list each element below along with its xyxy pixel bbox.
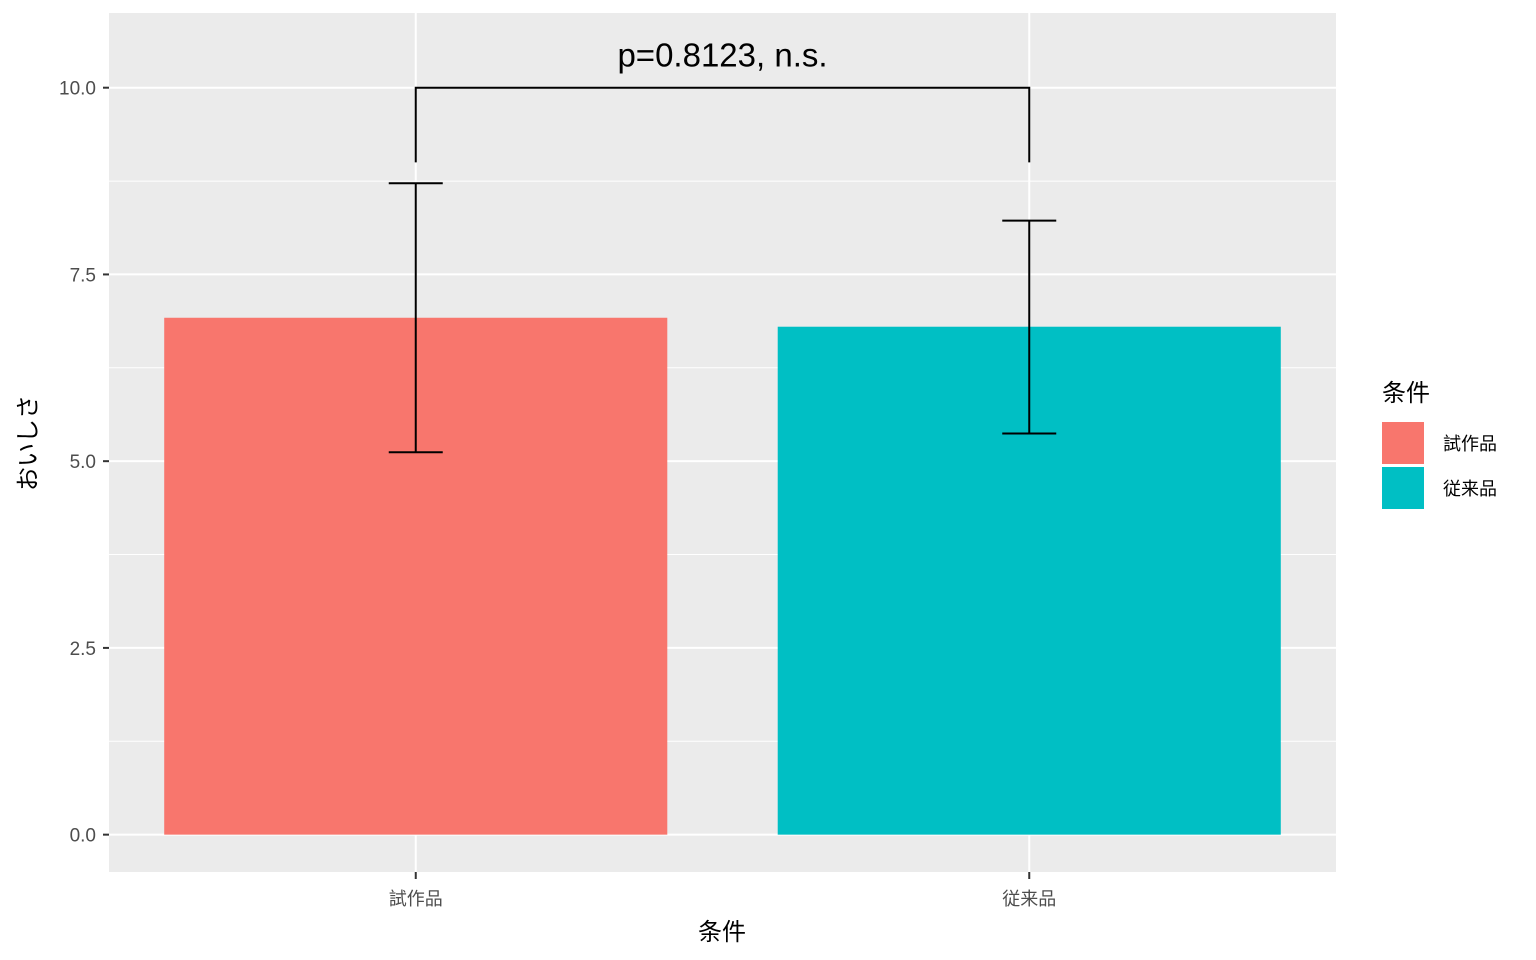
y-tick-label: 7.5 — [70, 265, 96, 286]
p-value-annotation: p=0.8123, n.s. — [617, 37, 827, 74]
legend-key-1 — [1382, 422, 1424, 464]
legend-label-1: 試作品 — [1443, 434, 1497, 455]
legend-title: 条件 — [1382, 379, 1430, 407]
legend-key-2 — [1382, 467, 1424, 509]
y-tick-label: 2.5 — [70, 639, 96, 660]
error-bars — [388, 182, 1057, 454]
legend-label-2: 従来品 — [1443, 479, 1497, 500]
x-tick-label: 従来品 — [1002, 889, 1056, 910]
y-tick-label: 0.0 — [70, 826, 96, 847]
y-axis: 0.0 2.5 5.0 7.5 10.0 — [59, 79, 109, 847]
y-axis-title: おいしさ — [14, 395, 42, 491]
y-tick-label: 10.0 — [59, 79, 96, 100]
x-tick-label: 試作品 — [389, 889, 443, 910]
bracket-line — [414, 86, 1031, 163]
significance-bracket — [414, 86, 1031, 163]
x-axis-title: 条件 — [698, 918, 746, 946]
x-axis: 試作品 従来品 — [389, 872, 1056, 910]
y-tick-label: 5.0 — [70, 452, 96, 473]
